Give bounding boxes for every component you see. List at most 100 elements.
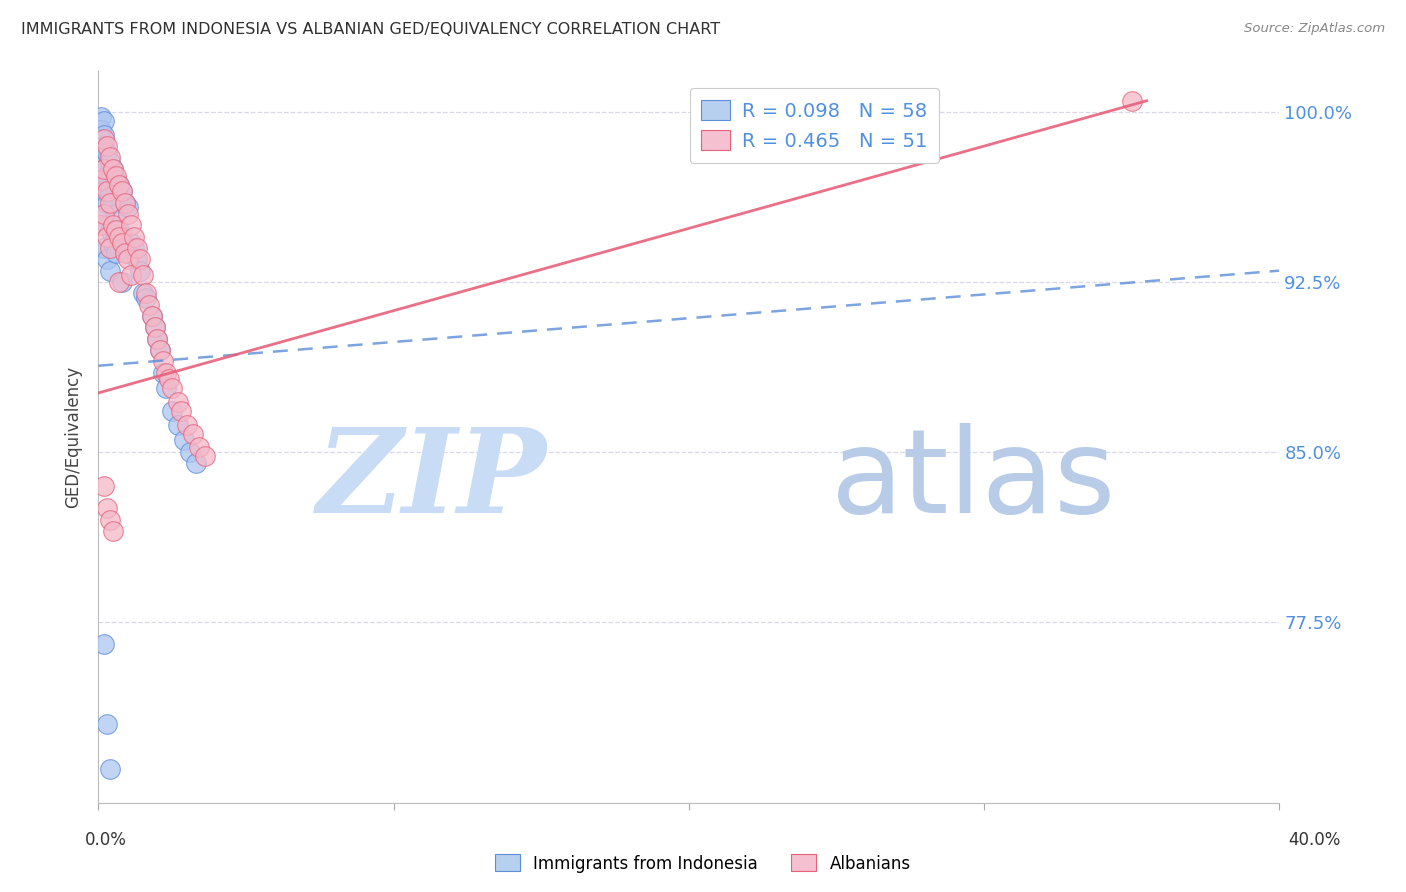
- Point: [98, 263, 121, 277]
- Point: [90, 173, 112, 187]
- Point: [93, 114, 115, 128]
- Point: [98, 513, 121, 527]
- Point: [98, 762, 121, 776]
- Text: 40.0%: 40.0%: [1288, 831, 1341, 849]
- Point: [132, 286, 155, 301]
- Point: [90, 132, 112, 146]
- Point: [173, 434, 195, 448]
- Point: [90, 219, 112, 233]
- Point: [155, 366, 177, 380]
- Point: [149, 343, 172, 357]
- Point: [179, 445, 201, 459]
- Legend: R = 0.098   N = 58, R = 0.465   N = 51: R = 0.098 N = 58, R = 0.465 N = 51: [689, 88, 939, 162]
- Point: [93, 185, 115, 199]
- Point: [114, 245, 136, 260]
- Point: [117, 200, 139, 214]
- Legend: Immigrants from Indonesia, Albanians: Immigrants from Indonesia, Albanians: [488, 847, 918, 880]
- Point: [194, 450, 217, 464]
- Point: [149, 343, 172, 357]
- Point: [111, 229, 134, 244]
- Point: [96, 716, 118, 731]
- Point: [98, 150, 121, 164]
- Point: [162, 381, 183, 395]
- Point: [122, 229, 145, 244]
- Point: [96, 229, 118, 244]
- Point: [114, 195, 136, 210]
- Point: [93, 207, 115, 221]
- Text: IMMIGRANTS FROM INDONESIA VS ALBANIAN GED/EQUIVALENCY CORRELATION CHART: IMMIGRANTS FROM INDONESIA VS ALBANIAN GE…: [21, 22, 720, 37]
- Point: [157, 372, 180, 386]
- Point: [93, 161, 115, 176]
- Point: [93, 132, 115, 146]
- Point: [93, 207, 115, 221]
- Point: [96, 219, 118, 233]
- Point: [108, 275, 131, 289]
- Point: [138, 297, 160, 311]
- Point: [125, 241, 148, 255]
- Point: [105, 173, 128, 187]
- Point: [96, 139, 118, 153]
- Point: [93, 241, 115, 255]
- Point: [114, 241, 136, 255]
- Point: [141, 309, 163, 323]
- Point: [105, 207, 128, 221]
- Point: [146, 332, 169, 346]
- Point: [122, 241, 145, 255]
- Point: [117, 207, 139, 221]
- Point: [96, 185, 118, 199]
- Point: [120, 219, 142, 233]
- Point: [176, 417, 198, 432]
- Point: [170, 404, 193, 418]
- Point: [125, 252, 148, 267]
- Point: [117, 252, 139, 267]
- Point: [93, 161, 115, 176]
- Point: [108, 178, 131, 192]
- Point: [143, 320, 166, 334]
- Point: [93, 637, 115, 651]
- Point: [128, 263, 150, 277]
- Point: [108, 223, 131, 237]
- Point: [90, 123, 112, 137]
- Point: [96, 169, 118, 183]
- Point: [135, 291, 157, 305]
- Point: [114, 195, 136, 210]
- Point: [146, 332, 169, 346]
- Point: [111, 185, 134, 199]
- Point: [155, 381, 177, 395]
- Point: [103, 161, 125, 176]
- Point: [103, 161, 125, 176]
- Point: [98, 185, 121, 199]
- Point: [117, 245, 139, 260]
- Point: [181, 426, 204, 441]
- Point: [98, 241, 121, 255]
- Point: [120, 236, 142, 251]
- Point: [98, 195, 121, 210]
- Point: [98, 223, 121, 237]
- Point: [93, 479, 115, 493]
- Point: [96, 501, 118, 516]
- Point: [103, 524, 125, 538]
- Point: [90, 173, 112, 187]
- Point: [105, 245, 128, 260]
- Point: [184, 456, 207, 470]
- Point: [96, 195, 118, 210]
- Point: [105, 169, 128, 183]
- Point: [93, 128, 115, 142]
- Text: 0.0%: 0.0%: [84, 831, 127, 849]
- Point: [128, 252, 150, 267]
- Point: [141, 309, 163, 323]
- Point: [108, 229, 131, 244]
- Point: [143, 320, 166, 334]
- Point: [108, 178, 131, 192]
- Point: [167, 395, 190, 409]
- Point: [90, 160, 112, 174]
- Point: [96, 145, 118, 160]
- Point: [90, 110, 112, 124]
- Point: [103, 236, 125, 251]
- Text: ZIP: ZIP: [318, 424, 547, 539]
- Point: [93, 139, 115, 153]
- Point: [135, 286, 157, 301]
- Point: [96, 252, 118, 267]
- Point: [103, 219, 125, 233]
- Point: [98, 155, 121, 169]
